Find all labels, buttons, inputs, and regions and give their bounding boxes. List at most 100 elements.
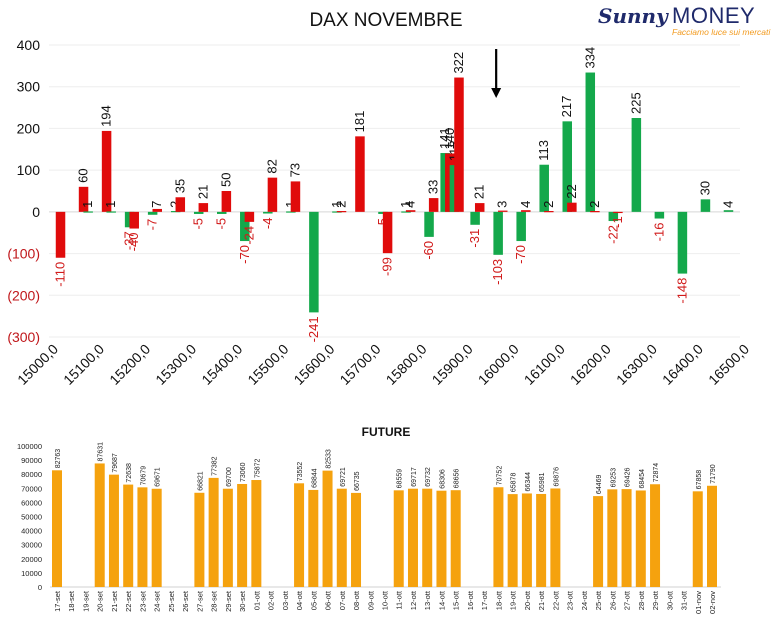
- future-bar-value-label: 79687: [112, 453, 119, 473]
- future-bar: [707, 485, 717, 587]
- bar-value-label: 21: [472, 185, 487, 199]
- logo-sunny-text: Sunny: [598, 4, 668, 28]
- bar-value-label: -31: [467, 229, 482, 248]
- bar-value-label: 1: [103, 201, 118, 208]
- x-tick-label: 18-ott: [494, 590, 503, 610]
- bar-green: [585, 72, 596, 212]
- future-bar: [450, 490, 461, 587]
- future-bar: [607, 489, 618, 587]
- future-bar: [336, 488, 347, 587]
- future-bar-value-label: 87631: [98, 442, 105, 462]
- bar-green: [562, 121, 572, 212]
- bar-red: [498, 210, 508, 212]
- y-tick-label: 200: [17, 120, 41, 136]
- bar-red: [152, 208, 163, 212]
- future-bar: [222, 488, 233, 587]
- chart-title-dax: DAX NOVEMBRE: [309, 10, 463, 31]
- bar-value-label: -99: [380, 257, 395, 276]
- y-tick-label: (300): [7, 329, 40, 345]
- future-bar-value-label: 68656: [454, 469, 461, 489]
- x-tick-label: 19-ott: [509, 590, 518, 610]
- x-tick-label: 30-set: [238, 590, 247, 612]
- future-bar: [52, 470, 62, 587]
- bar-red: [567, 202, 577, 212]
- bar-green: [83, 211, 93, 213]
- x-tick-label: 16300,0: [613, 341, 660, 388]
- x-tick-label: 14-ott: [437, 590, 446, 610]
- y-tick-label: 0: [32, 204, 40, 220]
- bar-red: [336, 211, 347, 213]
- future-bar-value-label: 67858: [696, 470, 703, 490]
- future-bar: [137, 487, 148, 587]
- x-tick-label: 15-ott: [452, 590, 461, 610]
- bar-value-label: 194: [99, 105, 114, 127]
- bar-value-label: -22: [605, 225, 620, 244]
- y-tick-label: 40000: [21, 527, 42, 536]
- future-bar-value-label: 75872: [254, 458, 261, 478]
- x-tick-label: 24-ott: [580, 590, 589, 610]
- x-tick-label: 07-ott: [338, 590, 347, 610]
- x-tick-label: 05-ott: [309, 590, 318, 610]
- logo-money-text: MONEY: [672, 3, 756, 28]
- bar-red: [405, 210, 416, 212]
- bar-green: [723, 210, 734, 212]
- x-tick-label: 26-ott: [608, 590, 617, 610]
- future-bar: [123, 484, 134, 587]
- bar-value-label: 2: [587, 201, 602, 208]
- bar-green: [240, 211, 250, 242]
- future-bar-value-label: 69700: [226, 467, 233, 487]
- future-bar-value-label: 73552: [297, 462, 304, 482]
- bar-value-label: -4: [260, 218, 275, 230]
- future-bar-value-label: 68306: [439, 469, 446, 489]
- y-tick-label: 30000: [21, 541, 42, 550]
- bar-value-label: 82: [264, 159, 279, 173]
- bar-value-label: 4: [403, 201, 418, 208]
- x-tick-label: 11-ott: [395, 590, 404, 610]
- future-bar: [151, 488, 162, 587]
- bar-value-label: 334: [582, 47, 597, 69]
- y-tick-label: (100): [7, 246, 40, 262]
- bar-green: [147, 211, 158, 215]
- future-bar-value-label: 65878: [511, 473, 518, 493]
- future-bar: [536, 493, 547, 587]
- bar-red: [521, 210, 531, 212]
- bar-value-label: 1: [283, 201, 298, 208]
- bar-green: [217, 211, 227, 214]
- x-tick-label: 04-ott: [295, 590, 304, 610]
- x-tick-label: 25-set: [167, 590, 176, 612]
- bar-green: [493, 211, 503, 255]
- x-tick-label: 03-ott: [281, 590, 290, 610]
- sunny-money-logo: Sunny MONEY Facciamo luce sui mercati: [596, 2, 772, 40]
- bar-value-label: -5: [214, 218, 229, 230]
- future-bar-value-label: 71790: [710, 464, 717, 484]
- x-tick-label: 16200,0: [567, 341, 614, 388]
- bar-value-label: 4: [720, 201, 735, 208]
- bar-value-label: 141: [437, 127, 452, 149]
- future-bar-value-label: 68559: [397, 469, 404, 489]
- y-tick-label: 100: [17, 162, 41, 178]
- y-tick-label: 10000: [21, 569, 42, 578]
- x-tick-label: 01-ott: [252, 590, 261, 610]
- bar-red: [613, 211, 623, 214]
- bar-red: [544, 211, 554, 213]
- bar-green: [401, 211, 411, 213]
- x-tick-label: 27-ott: [623, 590, 632, 610]
- bar-value-label: 217: [559, 96, 574, 118]
- x-tick-label: 28-set: [210, 590, 219, 612]
- bar-value-label: -70: [237, 245, 252, 264]
- x-tick-label: 16500,0: [705, 341, 752, 388]
- bar-red: [474, 203, 485, 212]
- future-bar: [251, 480, 262, 587]
- bar-value-label: -110: [53, 262, 68, 287]
- bar-green: [193, 211, 204, 214]
- future-bar: [507, 494, 518, 587]
- y-tick-label: 90000: [21, 456, 42, 465]
- x-tick-label: 16100,0: [521, 341, 568, 388]
- future-bar: [650, 484, 661, 587]
- bar-green: [608, 211, 619, 222]
- x-tick-label: 28-ott: [637, 590, 646, 610]
- bar-green: [677, 211, 688, 274]
- x-tick-label: 23-set: [138, 590, 147, 612]
- x-tick-label: 26-set: [181, 590, 190, 612]
